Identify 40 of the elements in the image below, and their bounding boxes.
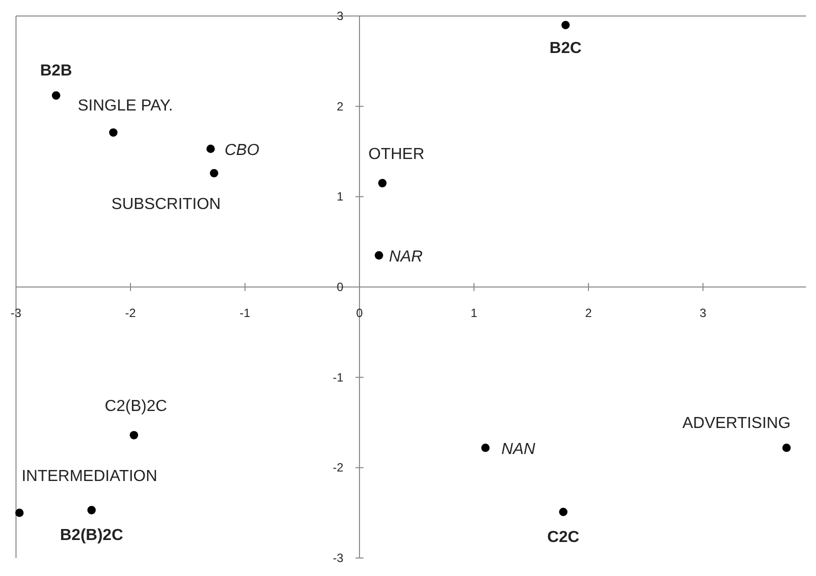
point [206,144,215,153]
annotation: C2C [547,528,580,546]
point [109,128,118,137]
y-tick-label: 1 [336,190,344,204]
annotation: OTHER [368,146,424,164]
point [561,20,570,30]
point [481,444,490,452]
point [15,508,24,518]
y-tick-label: 2 [336,99,344,114]
x-tick-label: 2 [585,306,592,320]
y-tick-label: -2 [332,460,344,475]
point [87,506,96,514]
x-tick-label: 0 [356,306,364,320]
annotation: INTERMEDIATION [22,468,158,485]
annotation: CBO [224,142,260,159]
x-tick-label: -2 [125,306,136,320]
point [130,430,138,440]
annotation: NAN [501,440,536,458]
y-tick-label: -1 [332,370,344,384]
point [374,251,384,260]
y-tick-label: 3 [336,9,344,23]
point [782,444,791,452]
y-tick-label: 0 [336,280,344,294]
annotation: B2B [40,62,72,80]
annotation: C2(B)2C [104,398,168,416]
annotation: SINGLE PAY. [78,98,173,115]
annotation: ADVERTISING [682,414,791,432]
point [378,178,387,188]
x-tick-label: -1 [240,306,251,320]
y-tick-label: -3 [332,551,344,565]
point [210,168,218,178]
x-tick-label: -3 [10,306,22,320]
x-tick-label: 1 [470,306,478,320]
x-tick-label: 3 [700,306,707,320]
point [52,91,60,100]
annotation: B2(B)2C [60,527,124,544]
point [559,508,568,516]
annotation: B2C [550,40,582,58]
annotation: NAR [388,248,424,266]
annotation: SUBSCRITION [111,196,221,214]
